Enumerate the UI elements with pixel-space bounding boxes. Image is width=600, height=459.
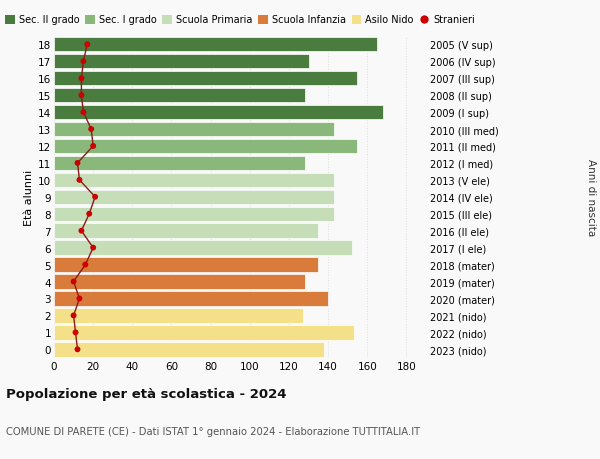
Point: [88, 143, 98, 150]
Point: [79, 109, 88, 117]
Bar: [54, 106, 383, 120]
Bar: [54, 55, 308, 69]
Bar: [54, 89, 305, 103]
Bar: [54, 207, 334, 221]
Bar: [54, 291, 328, 306]
Point: [73, 346, 82, 353]
Bar: [54, 224, 319, 238]
Point: [91, 194, 100, 201]
Point: [77, 92, 86, 100]
Bar: [54, 258, 319, 272]
Bar: [54, 157, 305, 171]
Bar: [54, 123, 334, 137]
Bar: [54, 72, 358, 86]
Point: [73, 160, 82, 167]
Bar: [54, 190, 334, 205]
Point: [77, 75, 86, 83]
Point: [74, 177, 84, 184]
Text: COMUNE DI PARETE (CE) - Dati ISTAT 1° gennaio 2024 - Elaborazione TUTTITALIA.IT: COMUNE DI PARETE (CE) - Dati ISTAT 1° ge…: [6, 426, 420, 436]
Bar: [54, 342, 324, 357]
Legend: Sec. II grado, Sec. I grado, Scuola Primaria, Scuola Infanzia, Asilo Nido, Stran: Sec. II grado, Sec. I grado, Scuola Prim…: [5, 16, 475, 25]
Point: [86, 126, 96, 134]
Bar: [54, 173, 334, 188]
Point: [79, 58, 88, 66]
Point: [69, 278, 79, 285]
Point: [77, 228, 86, 235]
Point: [74, 295, 84, 302]
Bar: [54, 308, 302, 323]
Text: Popolazione per età scolastica - 2024: Popolazione per età scolastica - 2024: [6, 387, 287, 400]
Y-axis label: Età alunni: Età alunni: [24, 169, 34, 225]
Bar: [54, 140, 358, 154]
Bar: [54, 275, 305, 289]
Bar: [54, 325, 353, 340]
Text: Anni di nascita: Anni di nascita: [586, 159, 596, 236]
Bar: [54, 38, 377, 52]
Point: [80, 261, 90, 269]
Point: [88, 245, 98, 252]
Point: [85, 211, 94, 218]
Point: [82, 41, 92, 49]
Point: [71, 329, 80, 336]
Bar: [54, 241, 352, 255]
Point: [69, 312, 79, 319]
